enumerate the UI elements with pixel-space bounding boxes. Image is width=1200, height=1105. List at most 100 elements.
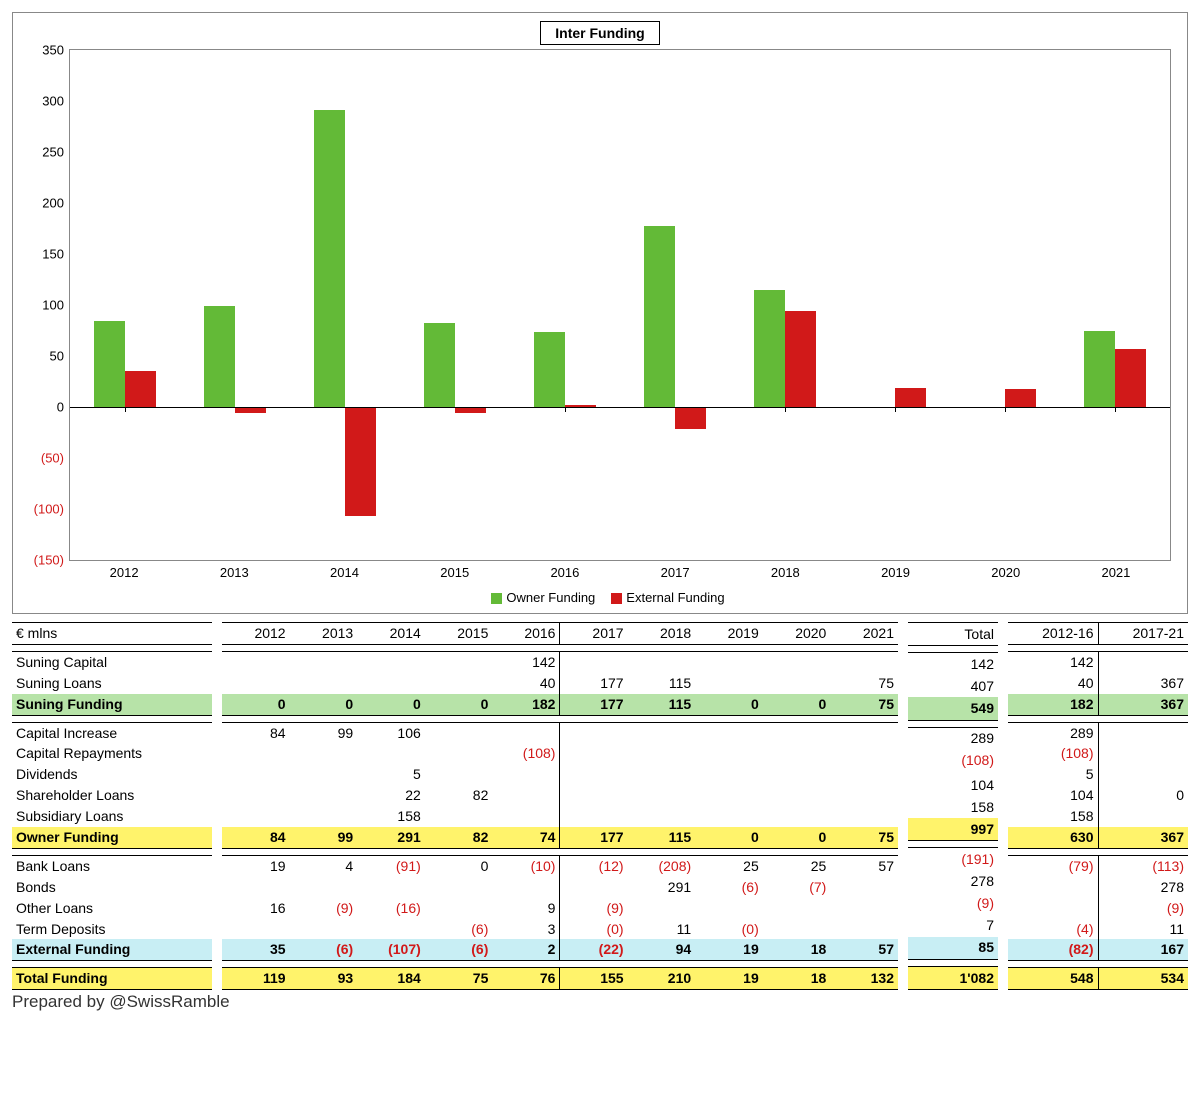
table-row: 16(9)(16)9(9) bbox=[222, 898, 898, 919]
data-table: € mlnsSuning CapitalSuning LoansSuning F… bbox=[12, 622, 1188, 990]
table-row: 278 bbox=[1008, 877, 1188, 898]
table-total-col: Total142407549289(108)104158997(191)278(… bbox=[908, 622, 998, 990]
table-row: Bonds bbox=[12, 877, 212, 898]
bar-group bbox=[290, 50, 400, 560]
x-tick-label: 2018 bbox=[730, 565, 840, 580]
x-tick-label: 2021 bbox=[1061, 565, 1171, 580]
x-tick-label: 2020 bbox=[951, 565, 1061, 580]
y-tick-label: 350 bbox=[42, 43, 70, 58]
y-tick-label: (100) bbox=[34, 502, 70, 517]
table-row: 1'082 bbox=[908, 966, 998, 989]
table-row bbox=[1008, 644, 1188, 651]
x-tick-label: 2015 bbox=[400, 565, 510, 580]
owner-bar bbox=[204, 306, 235, 407]
table-row: (191) bbox=[908, 848, 998, 871]
legend-label: External Funding bbox=[626, 590, 724, 605]
table-labels-col: € mlnsSuning CapitalSuning LoansSuning F… bbox=[12, 622, 212, 990]
table-row: (108) bbox=[1008, 743, 1188, 764]
zero-axis bbox=[70, 407, 1170, 408]
table-row: 00001821771150075 bbox=[222, 694, 898, 715]
table-row bbox=[222, 961, 898, 968]
table-row: 142 bbox=[908, 653, 998, 676]
bar-group bbox=[950, 50, 1060, 560]
table-row bbox=[12, 848, 212, 855]
table-row: 7 bbox=[908, 915, 998, 937]
table-row: 289 bbox=[908, 727, 998, 750]
table-row bbox=[1008, 715, 1188, 722]
table-row bbox=[12, 644, 212, 651]
bar-group bbox=[180, 50, 290, 560]
y-tick-label: 200 bbox=[42, 196, 70, 211]
bar-group bbox=[70, 50, 180, 560]
table-row: € mlns bbox=[12, 623, 212, 645]
table-row: Term Deposits bbox=[12, 919, 212, 940]
table-row: Total bbox=[908, 623, 998, 646]
table-row bbox=[222, 644, 898, 651]
bar-group bbox=[400, 50, 510, 560]
external-bar bbox=[125, 371, 156, 407]
owner-bar bbox=[314, 110, 345, 407]
y-tick-label: (150) bbox=[34, 553, 70, 568]
table-row: 40367 bbox=[1008, 673, 1188, 694]
bar-group bbox=[620, 50, 730, 560]
bar-group bbox=[840, 50, 950, 560]
table-row bbox=[1008, 848, 1188, 855]
legend-swatch bbox=[611, 593, 622, 604]
owner-bar bbox=[644, 226, 675, 407]
table-row: External Funding bbox=[12, 939, 212, 960]
table-row: 407 bbox=[908, 675, 998, 697]
table-row: Capital Repayments bbox=[12, 743, 212, 764]
table-row: 158 bbox=[222, 806, 898, 827]
table-period-cols: 2012-162017-2114240367182367289(108)5104… bbox=[1008, 622, 1188, 990]
table-row: (79)(113) bbox=[1008, 855, 1188, 876]
external-bar bbox=[345, 407, 376, 516]
table-row: Capital Increase bbox=[12, 722, 212, 743]
table-row: 1199318475761552101918132 bbox=[222, 968, 898, 990]
owner-bar bbox=[754, 290, 785, 407]
table-years-cols: 2012201320142015201620172018201920202021… bbox=[222, 622, 898, 990]
x-tick-label: 2013 bbox=[179, 565, 289, 580]
y-tick-label: 0 bbox=[57, 400, 70, 415]
table-row: 1040 bbox=[1008, 785, 1188, 806]
y-tick-label: 100 bbox=[42, 298, 70, 313]
table-row: (108) bbox=[908, 750, 998, 772]
table-row: Owner Funding bbox=[12, 827, 212, 848]
table-row: 158 bbox=[1008, 806, 1188, 827]
table-row: 35(6)(107)(6)2(22)94191857 bbox=[222, 939, 898, 960]
y-tick-label: (50) bbox=[41, 451, 70, 466]
owner-bar bbox=[424, 323, 455, 407]
table-row bbox=[222, 848, 898, 855]
table-row: Other Loans bbox=[12, 898, 212, 919]
y-tick-label: 300 bbox=[42, 94, 70, 109]
table-row: 548534 bbox=[1008, 968, 1188, 990]
table-row: (4)11 bbox=[1008, 919, 1188, 940]
chart-plot-area: (150)(100)(50)050100150200250300350 bbox=[69, 49, 1171, 561]
x-tick-label: 2012 bbox=[69, 565, 179, 580]
table-row: 5 bbox=[222, 764, 898, 785]
table-row: 85 bbox=[908, 937, 998, 960]
external-bar bbox=[675, 407, 706, 429]
table-row: 630367 bbox=[1008, 827, 1188, 848]
bar-group bbox=[1060, 50, 1170, 560]
table-row: 549 bbox=[908, 697, 998, 720]
table-row: 849929182741771150075 bbox=[222, 827, 898, 848]
chart-x-axis: 2012201320142015201620172018201920202021 bbox=[69, 565, 1171, 580]
y-tick-label: 150 bbox=[42, 247, 70, 262]
table-row: Subsidiary Loans bbox=[12, 806, 212, 827]
table-row: 289 bbox=[1008, 722, 1188, 743]
table-row bbox=[908, 841, 998, 848]
table-row: 142 bbox=[1008, 651, 1188, 672]
table-row bbox=[908, 720, 998, 727]
table-row bbox=[908, 959, 998, 966]
table-row bbox=[222, 715, 898, 722]
table-row: 2282 bbox=[222, 785, 898, 806]
chart-legend: Owner FundingExternal Funding bbox=[21, 580, 1179, 609]
y-tick-label: 250 bbox=[42, 145, 70, 160]
table-row: 2012201320142015201620172018201920202021 bbox=[222, 623, 898, 645]
x-tick-label: 2017 bbox=[620, 565, 730, 580]
external-bar bbox=[1005, 389, 1036, 407]
table-row: 4017711575 bbox=[222, 673, 898, 694]
table-row: 158 bbox=[908, 796, 998, 818]
legend-swatch bbox=[491, 593, 502, 604]
external-bar bbox=[895, 388, 926, 407]
